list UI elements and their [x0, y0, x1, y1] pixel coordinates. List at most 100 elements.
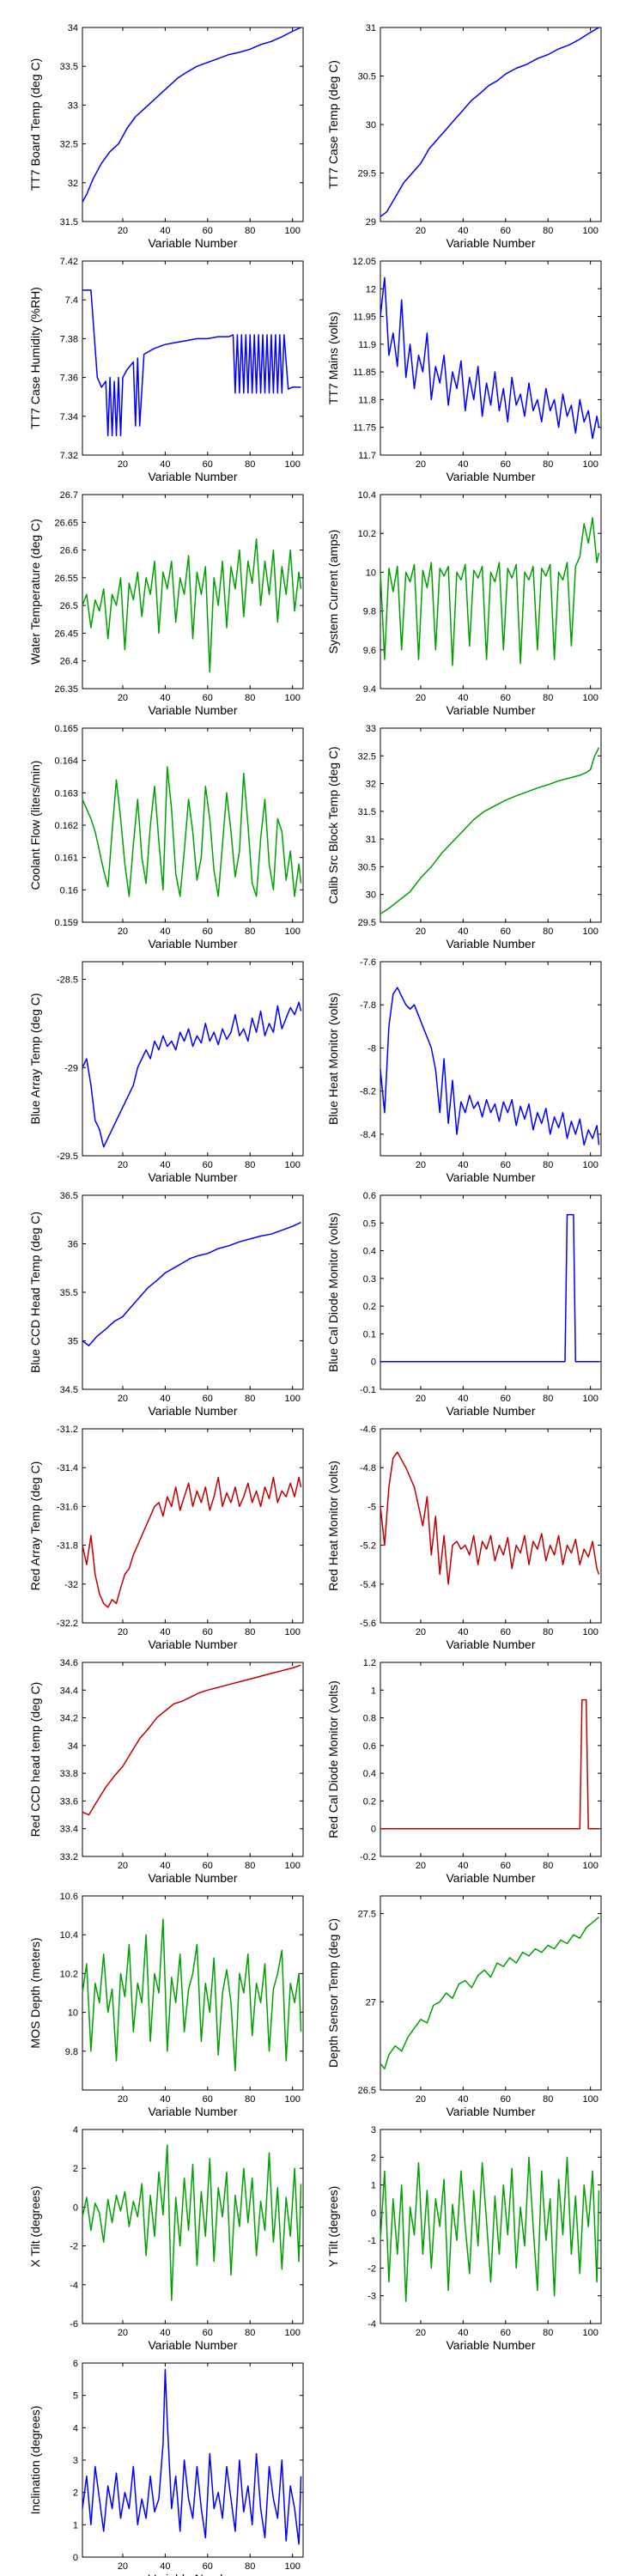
x-tick-label: 60 — [203, 2094, 213, 2105]
x-axis-label: Variable Number — [148, 2338, 237, 2352]
y-tick-label: 36.5 — [60, 1191, 78, 1201]
y-tick-label: 2 — [73, 2164, 78, 2174]
x-tick-label: 20 — [416, 1160, 426, 1170]
x-tick-label: 60 — [203, 1861, 213, 1871]
y-tick-label: 11.95 — [353, 313, 376, 323]
x-tick-label: 80 — [543, 693, 553, 703]
series-line-1 — [380, 2156, 600, 2302]
x-tick-label: 100 — [284, 1861, 300, 1871]
series-line-1 — [82, 1221, 301, 1346]
y-tick-label: -32.2 — [57, 1619, 78, 1629]
x-tick-label: 60 — [203, 1394, 213, 1404]
y-tick-label: -4 — [368, 2319, 376, 2330]
y-tick-label: 30 — [366, 890, 376, 901]
x-tick-label: 100 — [582, 2328, 598, 2338]
y-tick-label: 34.2 — [60, 1714, 78, 1724]
y-axis-label: Red CCD head temp (deg C) — [28, 1682, 42, 1838]
y-tick-label: 6 — [73, 2359, 78, 2369]
y-tick-label: 10 — [68, 2008, 78, 2019]
y-tick-label: 26.4 — [60, 657, 78, 667]
y-tick-label: 9.8 — [65, 2047, 78, 2057]
x-tick-label: 100 — [284, 927, 300, 937]
y-tick-label: 26.45 — [54, 629, 78, 639]
y-tick-label: -31.8 — [57, 1541, 78, 1552]
x-tick-label: 80 — [543, 1394, 553, 1404]
x-tick-label: 60 — [501, 693, 511, 703]
x-tick-label: 40 — [458, 2328, 468, 2338]
y-tick-label: -7.6 — [360, 957, 376, 968]
y-axis-label: Blue Array Temp (deg C) — [28, 993, 42, 1124]
y-tick-label: -8.4 — [360, 1130, 376, 1140]
x-axis-label: Variable Number — [148, 1404, 237, 1418]
series-line-1 — [380, 1451, 600, 1585]
x-tick-label: 100 — [582, 1627, 598, 1637]
x-tick-label: 100 — [582, 693, 598, 703]
plot-frame — [82, 727, 304, 923]
x-tick-label: 20 — [118, 1627, 128, 1637]
x-axis-label: Variable Number — [148, 2572, 237, 2576]
x-tick-label: 80 — [245, 1627, 255, 1637]
x-tick-label: 40 — [160, 1861, 170, 1871]
y-tick-label: -31.2 — [57, 1425, 78, 1435]
y-tick-label: 26.7 — [60, 490, 78, 501]
y-tick-label: 0.6 — [363, 1191, 376, 1201]
plot-frame — [82, 1428, 304, 1624]
x-tick-label: 100 — [284, 1627, 300, 1637]
y-axis-label: Blue Heat Monitor (volts) — [326, 993, 340, 1125]
y-tick-label: 27 — [366, 1997, 376, 2008]
x-axis-label: Variable Number — [446, 1871, 535, 1885]
x-axis-label: Variable Number — [148, 2105, 237, 2118]
plot-frame — [380, 1194, 602, 1390]
x-tick-label: 60 — [501, 459, 511, 470]
plot-frame — [380, 727, 602, 923]
x-tick-label: 40 — [458, 1861, 468, 1871]
x-tick-label: 20 — [416, 693, 426, 703]
x-tick-label: 80 — [543, 1627, 553, 1637]
chart-panel-18: 20 40 60 80 100 26.5 27 27.5 Variable Number Dept… — [326, 1895, 602, 2118]
series-line-1 — [82, 1001, 302, 1148]
series-line-1 — [380, 27, 599, 217]
y-tick-label: -32 — [64, 1580, 78, 1590]
y-tick-label: 0.16 — [60, 885, 78, 896]
y-tick-label: 26.55 — [54, 574, 78, 584]
x-tick-label: 40 — [160, 2094, 170, 2105]
y-tick-label: 0.4 — [363, 1769, 376, 1779]
x-tick-label: 40 — [160, 226, 170, 236]
series-line-1 — [380, 1213, 599, 1363]
y-tick-label: 0.163 — [54, 788, 78, 799]
x-tick-label: 20 — [416, 226, 426, 236]
x-tick-label: 20 — [118, 226, 128, 236]
y-tick-label: 30.5 — [358, 72, 376, 82]
y-tick-label: 1 — [73, 2520, 78, 2530]
y-tick-label: 10.2 — [358, 529, 376, 539]
y-tick-label: -29 — [64, 1063, 78, 1073]
y-tick-label: 11.8 — [358, 395, 376, 405]
x-axis-label: Variable Number — [148, 236, 237, 250]
x-axis-label: Variable Number — [446, 1170, 535, 1184]
x-axis-label: Variable Number — [148, 470, 237, 483]
plot-frame — [380, 260, 602, 456]
y-tick-label: 0.4 — [363, 1247, 376, 1257]
y-tick-label: 32 — [366, 780, 376, 790]
chart-panel-21: 20 40 60 80 100 0 1 2 3 4 5 6 Variable Number Inclina… — [28, 2359, 304, 2576]
x-tick-label: 40 — [458, 226, 468, 236]
series-line-1 — [82, 1664, 301, 1816]
y-tick-label: 31 — [366, 835, 376, 845]
y-tick-label: 2 — [73, 2488, 78, 2499]
y-tick-label: 0.159 — [54, 918, 78, 928]
x-tick-label: 60 — [501, 2094, 511, 2105]
y-tick-label: 9.4 — [363, 684, 376, 695]
plot-frame — [82, 2129, 304, 2324]
plot-frame — [82, 961, 304, 1157]
y-tick-label: -29.5 — [57, 1151, 78, 1162]
y-axis-label: TT7 Case Humidity (%RH) — [28, 287, 42, 429]
y-axis-label: Blue Cal Diode Monitor (volts) — [326, 1212, 340, 1372]
x-tick-label: 60 — [501, 927, 511, 937]
y-tick-label: 30 — [366, 120, 376, 131]
x-tick-label: 40 — [160, 459, 170, 470]
y-tick-label: -4 — [70, 2281, 78, 2291]
x-tick-label: 20 — [118, 2328, 128, 2338]
series-line-1 — [82, 27, 301, 203]
y-tick-label: 33 — [68, 100, 78, 111]
y-tick-label: -7.8 — [360, 1000, 376, 1011]
